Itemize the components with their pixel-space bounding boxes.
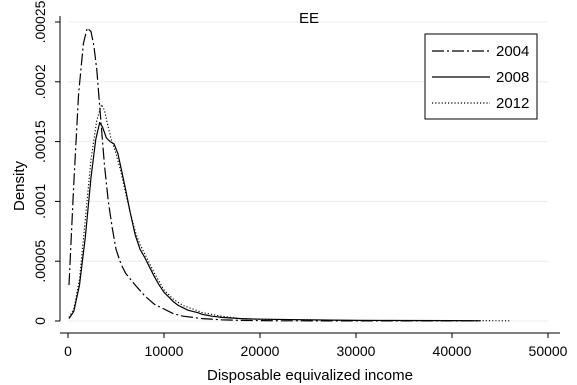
- series-line-2012: [68, 103, 510, 322]
- y-tick-label: .00005: [32, 240, 48, 283]
- x-tick-label: 0: [64, 343, 72, 359]
- series-line-2004: [68, 27, 481, 322]
- y-tick-label: .0002: [32, 64, 48, 99]
- y-axis-title: Density: [11, 160, 28, 211]
- y-tick-label: .00025: [32, 0, 48, 43]
- y-tick-label: .0001: [32, 184, 48, 219]
- x-tick-label: 40000: [433, 343, 472, 359]
- series-lines: [68, 27, 510, 322]
- axes: 0 .00005 .0001 .00015 .0002 .00025 0 10000 20000…: [32, 0, 568, 359]
- x-tick-label: 20000: [241, 343, 280, 359]
- legend-label-2012: 2012: [496, 95, 529, 112]
- y-tick-label: .00015: [32, 120, 48, 163]
- x-tick-label: 30000: [337, 343, 376, 359]
- x-tick-label: 10000: [145, 343, 184, 359]
- legend-label-2004: 2004: [496, 43, 529, 60]
- legend-label-2008: 2008: [496, 69, 529, 86]
- x-tick-label: 50000: [529, 343, 568, 359]
- series-line-2008: [68, 121, 481, 322]
- grid-lines: [68, 21, 548, 322]
- chart-title: EE: [299, 10, 319, 27]
- x-axis-title: Disposable equivalized income: [207, 367, 413, 384]
- legend: 2004 2008 2012: [424, 33, 538, 120]
- y-tick-label: 0: [32, 317, 48, 325]
